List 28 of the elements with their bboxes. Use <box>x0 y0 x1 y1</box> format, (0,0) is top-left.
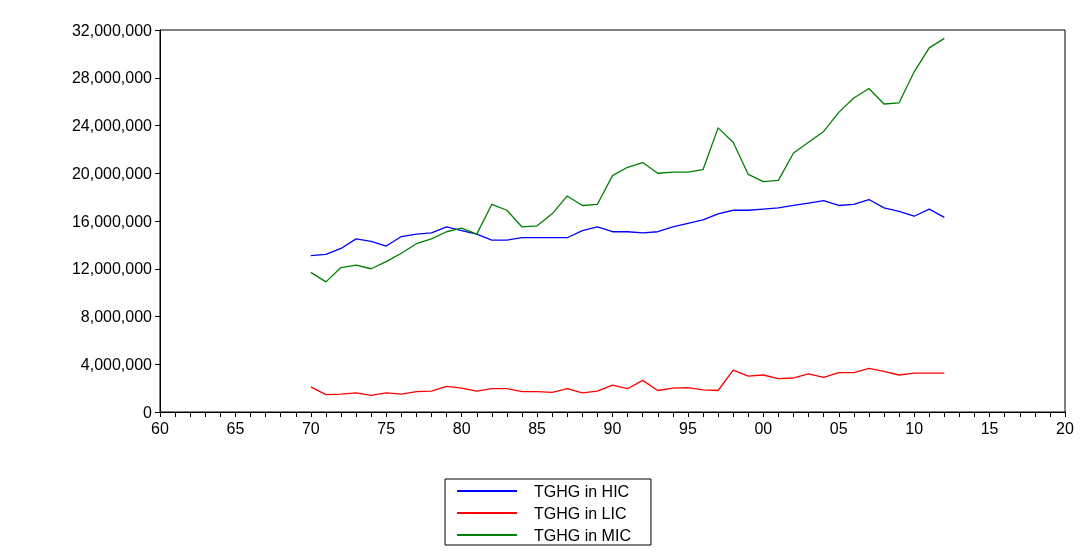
y-tick-label: 8,000,000 <box>80 308 153 325</box>
y-tick-label: 24,000,000 <box>71 117 153 134</box>
y-tick-label: 32,000,000 <box>71 21 153 39</box>
line-series <box>310 37 945 283</box>
x-tick-label: 60 <box>151 419 169 437</box>
x-tick-label: 80 <box>452 419 471 437</box>
y-tick-label: 20,000,000 <box>71 164 153 182</box>
x-tick-label: 65 <box>226 419 245 437</box>
legend-label: TGHG in MIC <box>534 526 631 544</box>
x-tick-label: 95 <box>679 419 697 437</box>
y-tick-label: 16,000,000 <box>71 212 153 230</box>
line-series <box>310 198 945 257</box>
y-tick-label: 28,000,000 <box>71 69 153 87</box>
line-series <box>310 367 945 396</box>
x-tick-label: 15 <box>980 419 999 437</box>
x-tick-label: 75 <box>377 419 396 437</box>
x-tick-label: 05 <box>829 419 848 437</box>
x-tick-label: 85 <box>528 419 547 437</box>
y-tick-label: 12,000,000 <box>71 260 153 278</box>
y-tick-label: 0 <box>143 403 153 421</box>
x-tick-label: 10 <box>905 419 924 437</box>
x-tick-label: 70 <box>301 419 320 437</box>
legend-label: TGHG in LIC <box>534 504 627 522</box>
x-tick-label: 00 <box>754 419 773 437</box>
x-tick-label: 20 <box>1056 419 1074 437</box>
y-tick-label: 4,000,000 <box>80 355 153 373</box>
legend-label: TGHG in HIC <box>534 482 630 500</box>
x-tick-label: 90 <box>603 419 622 437</box>
